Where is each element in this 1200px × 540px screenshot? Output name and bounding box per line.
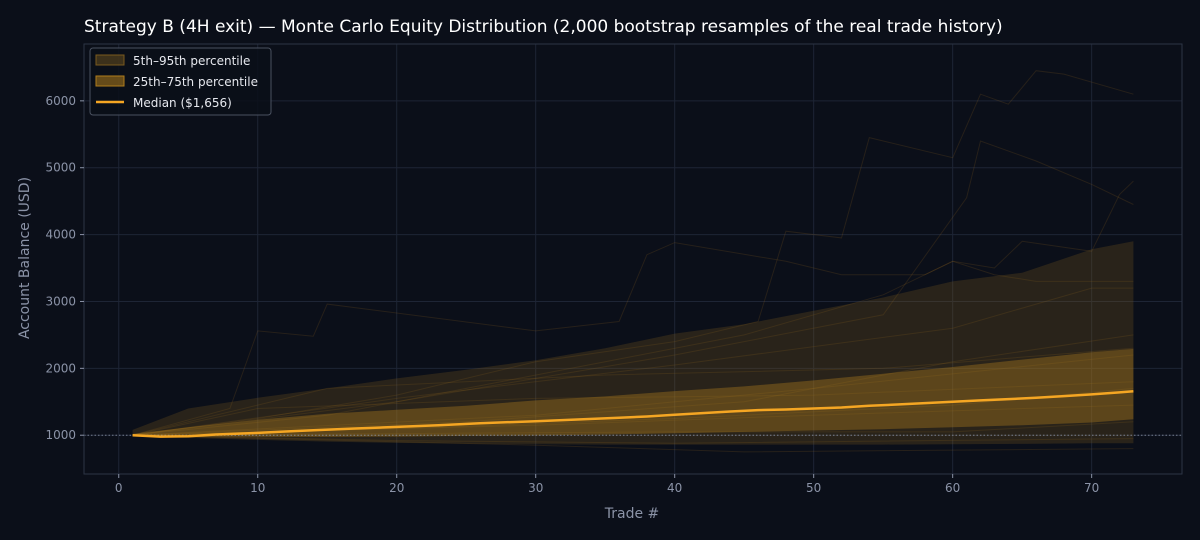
x-tick-label: 20 — [389, 481, 404, 495]
legend-swatch-5-95 — [95, 54, 125, 66]
legend-label-median: Median ($1,656) — [133, 96, 232, 110]
x-tick-label: 30 — [528, 481, 543, 495]
x-tick-label: 60 — [945, 481, 960, 495]
sample-path — [132, 381, 1134, 436]
band-25-75 — [132, 348, 1134, 437]
x-tick-label: 70 — [1084, 481, 1099, 495]
legend-label-25-75: 25th–75th percentile — [133, 75, 258, 89]
sample-path — [132, 434, 1134, 453]
sample-path — [132, 287, 1134, 436]
y-tick-label: 3000 — [45, 294, 76, 308]
plot-area — [84, 44, 1182, 474]
legend-swatch-25-75 — [95, 75, 125, 87]
chart-title: Strategy B (4H exit) — Monte Carlo Equit… — [84, 17, 1003, 37]
band-5-95 — [132, 241, 1134, 445]
ticks: 0 10 20 30 40 50 60 70 1000 2000 3000 4000 5000 6000 — [45, 94, 1099, 495]
x-tick-label: 50 — [806, 481, 821, 495]
legend-label-5-95: 5th–95th percentile — [133, 54, 250, 68]
x-tick-label: 40 — [667, 481, 682, 495]
sample-paths — [132, 70, 1134, 453]
sample-path — [132, 421, 1134, 436]
legend: 5th–95th percentile 25th–75th percentile… — [89, 47, 272, 116]
sample-path — [132, 140, 1134, 436]
x-tick-label: 10 — [250, 481, 265, 495]
sample-path — [132, 334, 1134, 436]
sample-path — [132, 347, 1134, 436]
legend-box — [89, 47, 272, 116]
y-tick-label: 5000 — [45, 161, 76, 175]
plot-frame — [83, 43, 1183, 475]
y-tick-label: 1000 — [45, 428, 76, 442]
x-tick-label: 0 — [115, 481, 123, 495]
sample-path — [132, 70, 1134, 436]
sample-path — [132, 242, 1134, 436]
x-axis-label: Trade # — [604, 506, 660, 522]
sample-path — [132, 180, 1134, 436]
y-tick-label: 4000 — [45, 228, 76, 242]
sample-path — [132, 354, 1134, 436]
y-tick-label: 2000 — [45, 361, 76, 375]
median-line — [132, 390, 1134, 438]
y-axis-label: Account Balance (USD) — [17, 177, 33, 339]
sample-path — [132, 434, 1134, 444]
y-tick-label: 6000 — [45, 94, 76, 108]
